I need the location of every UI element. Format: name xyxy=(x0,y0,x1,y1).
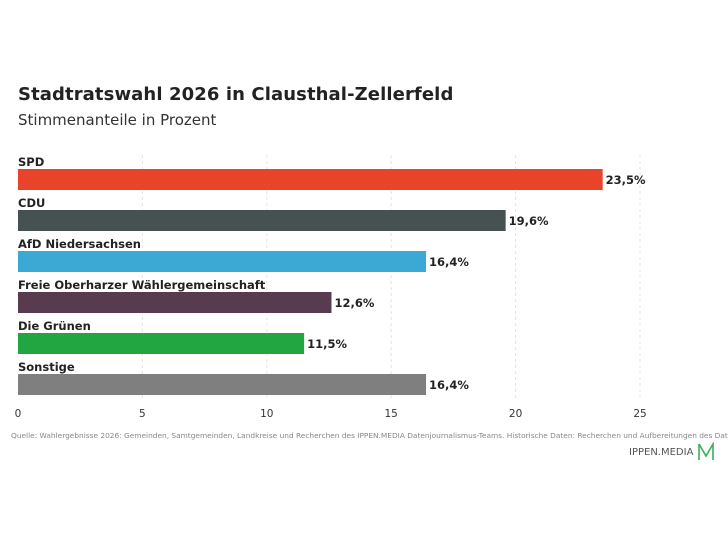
x-tick-label: 5 xyxy=(139,408,146,420)
x-tick-label: 15 xyxy=(385,408,398,420)
source-note: Quelle: Wahlergebnisse 2026: Gemeinden, … xyxy=(11,431,728,440)
bar xyxy=(18,333,305,354)
bar xyxy=(18,210,506,231)
bar-category-label: Sonstige xyxy=(18,360,75,374)
bar xyxy=(18,251,427,272)
bar-value-label: 16,4% xyxy=(429,255,469,269)
bar xyxy=(18,292,332,313)
brand: IPPEN.MEDIA xyxy=(629,442,715,462)
x-tick-label: 25 xyxy=(633,408,646,420)
bar-category-label: SPD xyxy=(18,155,44,169)
chart-title: Stadtratswahl 2026 in Clausthal-Zellerfe… xyxy=(18,84,454,105)
gridlines xyxy=(141,155,641,400)
bar xyxy=(18,374,427,395)
bar-value-label: 23,5% xyxy=(606,173,646,187)
bar-category-label: Freie Oberharzer Wählergemeinschaft xyxy=(18,278,266,292)
brand-name: IPPEN.MEDIA xyxy=(629,446,694,458)
x-tick-label: 10 xyxy=(260,408,273,420)
chart-subtitle: Stimmenanteile in Prozent xyxy=(18,111,217,129)
x-tick-label: 20 xyxy=(509,408,522,420)
bar-value-label: 16,4% xyxy=(429,378,469,392)
bar-category-label: Die Grünen xyxy=(18,319,91,333)
bar-value-label: 11,5% xyxy=(307,337,347,351)
bar-value-label: 19,6% xyxy=(509,214,549,228)
bar-value-label: 12,6% xyxy=(334,296,374,310)
ippen-logo-icon xyxy=(698,442,715,460)
bars: SPD 23,5% CDU 19,6% AfD Niedersachsen 16,4% Fr… xyxy=(18,155,646,395)
x-axis: 0 5 10 15 20 25 xyxy=(15,408,647,420)
bar-category-label: AfD Niedersachsen xyxy=(18,237,141,251)
bar-category-label: CDU xyxy=(18,196,45,210)
x-tick-label: 0 xyxy=(15,408,22,420)
bar xyxy=(18,169,603,190)
